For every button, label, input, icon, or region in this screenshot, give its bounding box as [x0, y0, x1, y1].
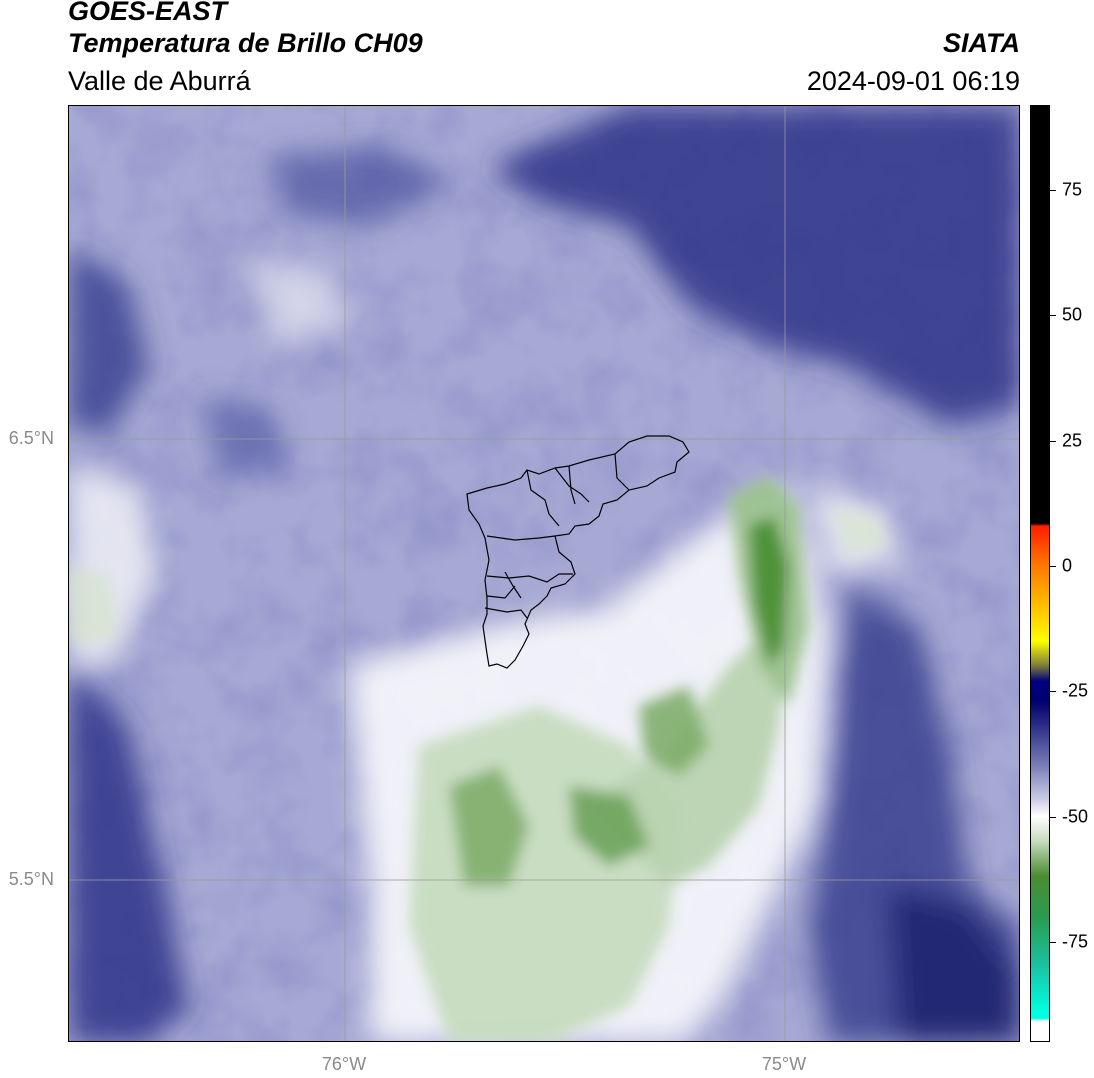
organization-label: SIATA	[943, 28, 1020, 58]
map-canvas	[69, 106, 1019, 1041]
valle-de-aburra-boundary	[466, 435, 690, 669]
colorbar-tick-label: 75	[1062, 179, 1083, 200]
colorbar-tick-label: 0	[1062, 555, 1073, 576]
colorbar-tick-label: -25	[1062, 680, 1089, 701]
colorbar-tick-label: 25	[1062, 430, 1083, 451]
datetime-label: 2024-09-01 06:19	[806, 66, 1020, 96]
brightness-temperature-map[interactable]	[68, 105, 1020, 1042]
lat-label-6-5: 6.5°N	[8, 428, 54, 448]
colorbar-tick-label: -75	[1062, 931, 1089, 952]
colorbar-tick	[1050, 941, 1056, 943]
title-satellite: GOES-EAST	[68, 0, 228, 26]
colorbar-tick	[1050, 190, 1056, 192]
cold-regions	[69, 106, 1019, 1041]
colorbar-tick	[1050, 315, 1056, 317]
subtitle-region: Valle de Aburrá	[68, 66, 251, 96]
lon-label-76w: 76°W	[321, 1054, 367, 1074]
colorbar-tick-label: -50	[1062, 806, 1089, 827]
colorbar-tick	[1050, 691, 1056, 693]
lon-label-75w: 75°W	[761, 1054, 807, 1074]
colorbar-tick	[1050, 565, 1056, 567]
colorbar-tick-label: 50	[1062, 304, 1083, 325]
colorbar-tick	[1050, 816, 1056, 818]
graticule	[69, 106, 1019, 1041]
colorbar-tick	[1050, 440, 1056, 442]
colorbar	[1030, 105, 1050, 1042]
title-product: Temperatura de Brillo CH09	[68, 28, 423, 58]
warm-regions	[69, 476, 889, 1041]
lat-label-5-5: 5.5°N	[8, 869, 54, 889]
